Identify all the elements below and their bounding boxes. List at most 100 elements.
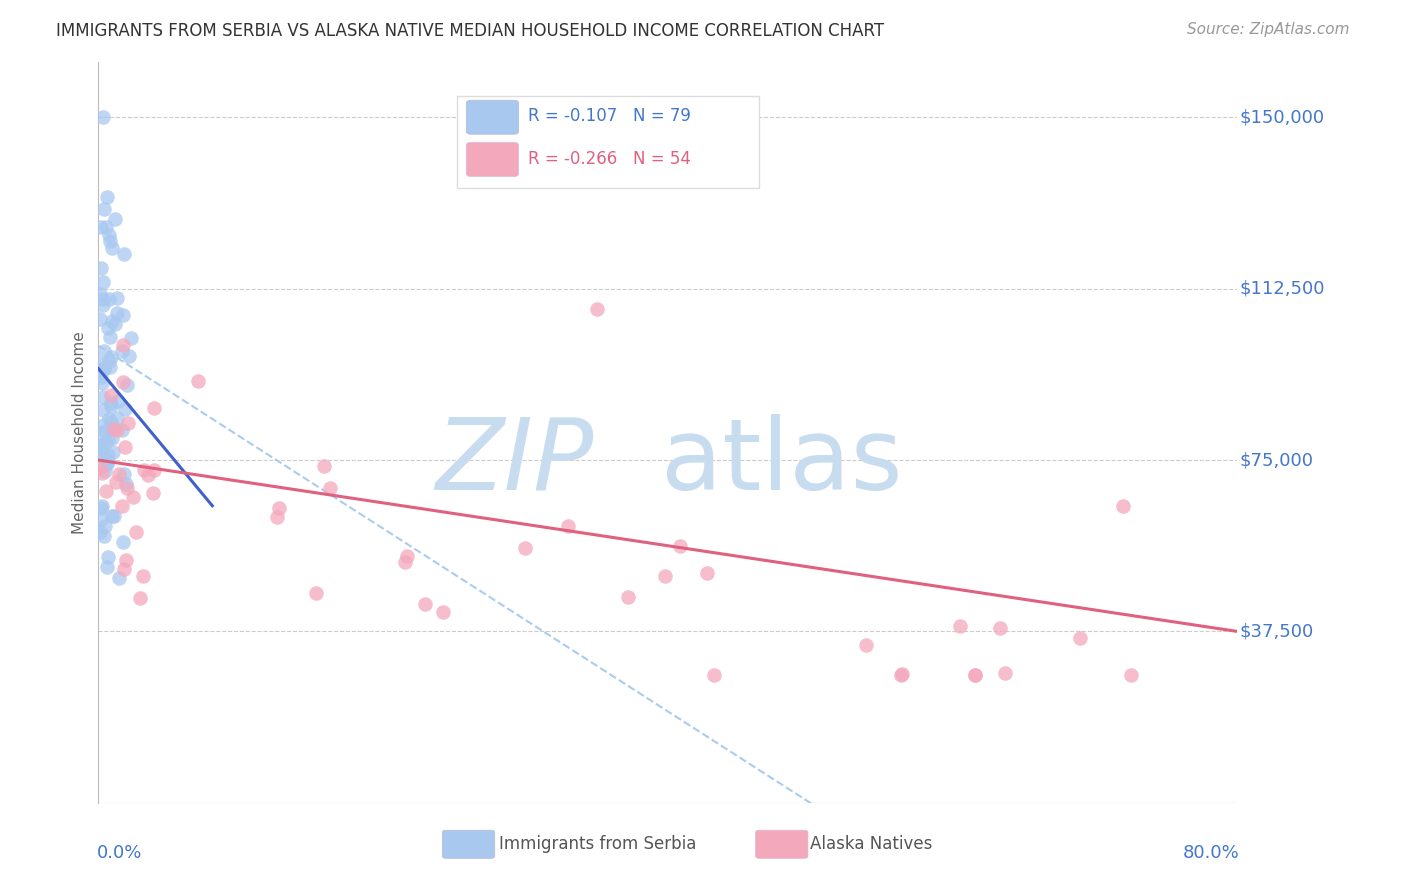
Point xyxy=(994,665,1017,680)
Point xyxy=(98,234,121,248)
Point xyxy=(115,552,138,566)
Point xyxy=(855,638,877,652)
Point xyxy=(94,424,117,438)
Point xyxy=(97,321,120,335)
Point xyxy=(101,445,124,459)
Point xyxy=(963,668,986,682)
Point xyxy=(111,308,134,322)
Point xyxy=(93,202,115,216)
Point xyxy=(117,349,139,363)
Point xyxy=(96,560,118,574)
Point xyxy=(101,240,124,254)
Point xyxy=(1119,668,1142,682)
Point xyxy=(97,292,120,306)
Point xyxy=(89,357,111,371)
Point xyxy=(105,291,128,305)
Point xyxy=(108,571,131,585)
Text: 0.0%: 0.0% xyxy=(97,844,142,862)
Point xyxy=(513,541,536,556)
Point xyxy=(104,212,127,227)
Point xyxy=(100,395,122,409)
Point xyxy=(107,410,129,425)
Point xyxy=(432,605,454,619)
Point xyxy=(90,512,112,526)
Point xyxy=(93,360,115,375)
FancyBboxPatch shape xyxy=(467,100,519,135)
Point xyxy=(266,510,288,524)
Point xyxy=(988,621,1011,635)
Text: R = -0.266   N = 54: R = -0.266 N = 54 xyxy=(527,150,690,168)
Point xyxy=(654,569,676,583)
Point xyxy=(104,317,127,331)
Point xyxy=(100,314,122,328)
Point xyxy=(100,351,122,365)
Point xyxy=(97,454,120,468)
Point xyxy=(93,425,115,440)
Point xyxy=(103,422,125,436)
Point xyxy=(98,330,121,344)
Point xyxy=(89,461,111,475)
FancyBboxPatch shape xyxy=(443,830,495,858)
Point xyxy=(696,566,718,580)
Point xyxy=(90,370,112,384)
Point xyxy=(90,438,112,452)
Text: ZIP: ZIP xyxy=(436,414,593,511)
Point xyxy=(96,190,118,204)
Point xyxy=(114,402,136,417)
Point xyxy=(91,292,114,306)
Point xyxy=(90,364,112,378)
Point xyxy=(120,331,142,345)
Text: Alaska Natives: Alaska Natives xyxy=(810,835,932,854)
Point xyxy=(94,219,117,234)
Point xyxy=(90,467,112,481)
Point xyxy=(129,591,152,605)
Text: R = -0.107   N = 79: R = -0.107 N = 79 xyxy=(527,108,690,126)
Point xyxy=(94,518,117,533)
Point xyxy=(91,275,114,289)
Point xyxy=(669,539,692,553)
Point xyxy=(90,261,112,276)
Point xyxy=(117,481,139,495)
Point xyxy=(97,434,120,448)
Point xyxy=(112,467,135,481)
Point xyxy=(91,110,114,124)
Point xyxy=(105,305,128,319)
Point xyxy=(90,501,112,516)
Point xyxy=(91,499,114,513)
Point xyxy=(97,550,120,565)
Point xyxy=(90,443,112,458)
Point xyxy=(89,312,111,326)
FancyBboxPatch shape xyxy=(755,830,808,858)
FancyBboxPatch shape xyxy=(457,95,759,188)
Point xyxy=(143,401,166,415)
Point xyxy=(100,388,122,402)
Point xyxy=(107,393,129,408)
Point xyxy=(97,412,120,426)
Point xyxy=(97,353,120,368)
Point xyxy=(703,668,725,682)
Point xyxy=(89,442,111,456)
Point xyxy=(314,459,336,474)
FancyBboxPatch shape xyxy=(467,143,519,177)
Point xyxy=(122,490,145,504)
Point xyxy=(117,377,139,392)
Point xyxy=(93,298,115,312)
Point xyxy=(395,549,418,563)
Point xyxy=(108,467,131,481)
Text: Source: ZipAtlas.com: Source: ZipAtlas.com xyxy=(1187,22,1350,37)
Text: atlas: atlas xyxy=(661,414,903,511)
Point xyxy=(104,475,127,489)
Point xyxy=(94,465,117,479)
Text: $150,000: $150,000 xyxy=(1240,108,1324,127)
Point xyxy=(98,359,121,374)
Point xyxy=(142,485,165,500)
Point xyxy=(413,597,436,611)
Point xyxy=(93,344,115,359)
Text: $37,500: $37,500 xyxy=(1240,623,1313,640)
Text: $75,000: $75,000 xyxy=(1240,451,1313,469)
Point xyxy=(93,362,115,376)
Point xyxy=(143,463,166,477)
Point xyxy=(111,500,134,514)
Point xyxy=(101,509,124,524)
Point xyxy=(1069,632,1091,646)
